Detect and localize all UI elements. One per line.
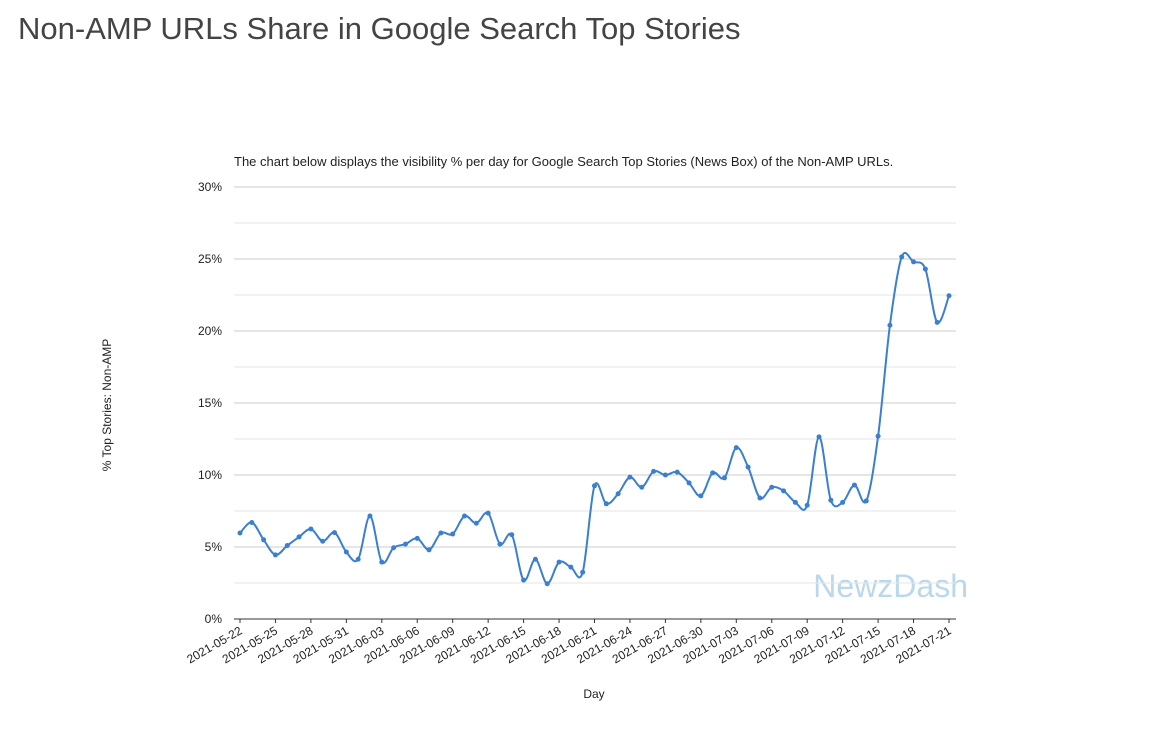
point <box>674 469 680 475</box>
point <box>651 468 657 474</box>
point <box>296 534 302 540</box>
point <box>426 547 432 553</box>
point <box>922 266 928 272</box>
y-tick-label: 30% <box>198 180 222 194</box>
point <box>757 495 763 501</box>
point <box>532 556 538 562</box>
point <box>887 322 893 328</box>
point <box>332 530 338 536</box>
chart-title: The chart below displays the visibility … <box>234 154 893 169</box>
point <box>450 531 456 537</box>
point <box>568 564 574 570</box>
point <box>414 535 420 541</box>
y-tick-label: 0% <box>205 612 223 626</box>
point <box>745 464 751 470</box>
point <box>899 254 905 260</box>
point <box>343 549 349 555</box>
point <box>355 556 361 562</box>
point <box>308 526 314 532</box>
point <box>686 480 692 486</box>
point <box>284 543 290 549</box>
point <box>863 498 869 504</box>
point <box>272 552 278 558</box>
point <box>485 510 491 516</box>
point <box>462 513 468 519</box>
point <box>934 319 940 325</box>
point <box>237 530 243 536</box>
point <box>615 491 621 497</box>
point <box>249 520 255 526</box>
point <box>840 499 846 505</box>
point <box>379 559 385 565</box>
point <box>816 434 822 440</box>
point <box>509 532 515 538</box>
point <box>710 470 716 476</box>
point <box>698 493 704 499</box>
y-tick-label: 15% <box>198 396 222 410</box>
y-tick-label: 10% <box>198 468 222 482</box>
point <box>603 501 609 507</box>
point <box>769 484 775 490</box>
point <box>792 499 798 505</box>
point <box>367 513 373 519</box>
point <box>438 530 444 536</box>
point <box>391 545 397 551</box>
point <box>781 488 787 494</box>
point <box>911 259 917 265</box>
point <box>851 482 857 488</box>
y-axis-label: % Top Stories: Non-AMP <box>100 339 114 472</box>
y-tick-label: 25% <box>198 252 222 266</box>
point <box>592 483 597 489</box>
point <box>875 433 881 439</box>
y-tick-label: 5% <box>205 540 223 554</box>
point <box>639 484 645 490</box>
y-tick-label: 20% <box>198 324 222 338</box>
point <box>320 538 326 544</box>
watermark: NewzDash <box>813 568 968 604</box>
point <box>804 502 810 508</box>
point <box>828 497 834 503</box>
point <box>497 541 503 547</box>
point <box>544 581 550 587</box>
point <box>721 475 727 481</box>
page-title: Non-AMP URLs Share in Google Search Top … <box>18 11 741 46</box>
point <box>261 537 267 543</box>
point <box>733 445 739 451</box>
point <box>946 293 952 299</box>
point <box>402 541 408 547</box>
x-axis-label: Day <box>583 687 604 701</box>
point <box>627 474 633 480</box>
point <box>521 577 527 583</box>
point <box>580 569 586 575</box>
line <box>239 251 950 585</box>
point <box>473 520 479 526</box>
point <box>662 472 668 478</box>
point <box>556 559 562 565</box>
